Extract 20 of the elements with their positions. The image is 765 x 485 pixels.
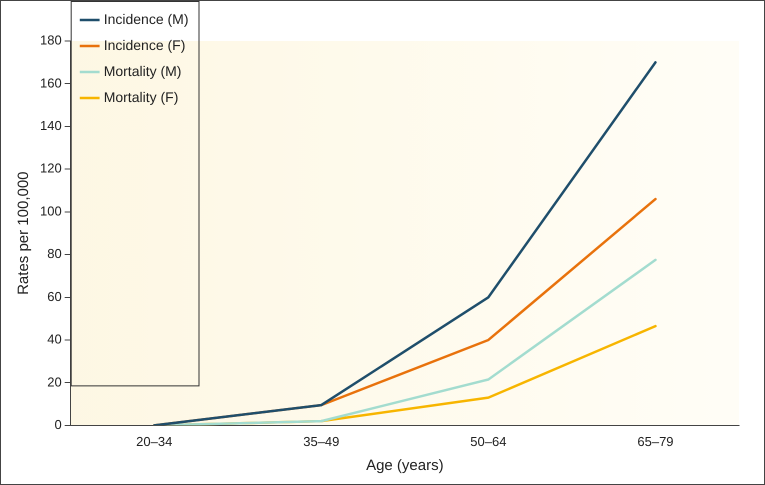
y-axis-title: Rates per 100,000 <box>15 171 32 295</box>
x-tick-label: 50–64 <box>470 434 506 449</box>
y-tick-label: 40 <box>47 332 62 347</box>
legend-label: Mortality (F) <box>104 88 178 105</box>
legend-label: Incidence (M) <box>104 10 188 27</box>
y-tick-label: 80 <box>47 246 62 262</box>
y-tick-label: 60 <box>47 288 62 304</box>
legend-label: Incidence (F) <box>104 36 186 53</box>
x-tick-label: 65–79 <box>637 434 674 449</box>
y-tick-label: 20 <box>47 374 62 390</box>
y-tick-label: 100 <box>40 203 62 218</box>
x-tick-label: 35–49 <box>303 434 340 449</box>
y-tick-label: 180 <box>40 32 62 48</box>
y-tick-label: 140 <box>40 118 62 133</box>
x-axis-title: Age (years) <box>366 457 444 474</box>
y-tick-label: 120 <box>40 160 62 176</box>
legend-label: Mortality (M) <box>104 62 182 79</box>
y-tick-label: 0 <box>54 416 62 432</box>
y-tick-label: 160 <box>40 75 62 90</box>
x-tick-label: 20–34 <box>136 434 172 449</box>
